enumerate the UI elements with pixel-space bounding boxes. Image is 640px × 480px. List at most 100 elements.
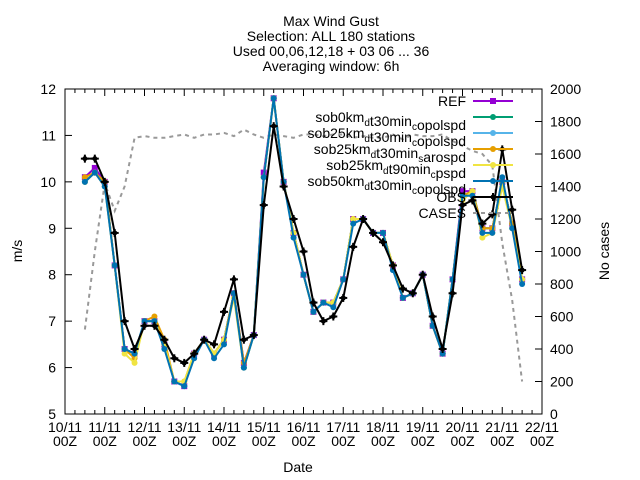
- y-tick-label: 11: [41, 127, 56, 143]
- data-point: [320, 299, 327, 306]
- data-point: [191, 355, 198, 362]
- legend-entry: sob25kmdt90mincpspd: [326, 157, 513, 181]
- legend-entry: sob50kmdt30min copolspd: [308, 173, 513, 197]
- x-tick-label: 13/11: [167, 419, 201, 435]
- x-tick-label: 00Z: [331, 433, 356, 449]
- data-point: [350, 220, 357, 227]
- y-tick-label: 5: [48, 406, 56, 422]
- legend-marker: [490, 114, 496, 120]
- data-point: [111, 262, 118, 269]
- legend-label-part: opolspd: [417, 117, 466, 133]
- legend-label-part: pspd: [436, 165, 466, 181]
- data-point: [418, 270, 427, 279]
- data-point: [221, 341, 227, 348]
- marker-dot: [291, 216, 297, 222]
- legend-label-part: c: [431, 170, 436, 181]
- y-tick-label: 8: [48, 267, 56, 283]
- data-point: [131, 350, 138, 357]
- x-tick-label: 22/11: [525, 419, 559, 435]
- x-tick-label: 00Z: [371, 433, 396, 449]
- data-point: [379, 238, 387, 247]
- data-point: [211, 355, 218, 362]
- title-line: Averaging window: 6h: [263, 58, 400, 74]
- marker-dot: [271, 123, 277, 129]
- marker-dot: [151, 323, 157, 329]
- data-point: [90, 154, 99, 163]
- data-point: [408, 289, 417, 298]
- data-point: [121, 346, 128, 352]
- y-tick-label: 12: [40, 81, 56, 97]
- marker-dot: [261, 202, 267, 208]
- data-point: [210, 340, 219, 349]
- legend-entry: sob0kmdt30mincopolspd: [315, 109, 513, 133]
- data-point: [259, 201, 268, 210]
- legend-label-part: opolspd: [417, 181, 466, 197]
- data-point: [508, 205, 517, 214]
- data-point: [171, 378, 178, 385]
- title-line: Used 00,06,12,18 + 03 06 ... 36: [233, 43, 430, 59]
- legend-label-part: t30min: [370, 113, 412, 129]
- y2-tick-label: 1800: [550, 114, 581, 130]
- marker-dot: [350, 244, 356, 250]
- legend-label: sob0kmdt30mincopolspd: [315, 109, 466, 133]
- legend-label-part: t30min: [370, 177, 412, 193]
- data-point: [478, 219, 487, 228]
- marker-dot: [390, 262, 396, 268]
- data-point: [110, 228, 119, 237]
- y2-tick-label: 0: [550, 406, 558, 422]
- marker-dot: [92, 156, 98, 162]
- data-point: [239, 335, 248, 344]
- legend-label-part: REF: [438, 93, 466, 109]
- legend-label-part: c: [412, 122, 417, 133]
- data-point: [131, 359, 138, 366]
- legend-label-part: sob50km: [308, 173, 365, 189]
- legend-marker: [490, 162, 496, 168]
- x-tick-label: 00Z: [252, 433, 277, 449]
- y2-tick-label: 1600: [550, 146, 581, 162]
- data-point: [519, 281, 526, 287]
- data-point: [121, 350, 128, 357]
- data-point: [488, 210, 497, 219]
- marker-dot: [251, 332, 257, 338]
- x-tick-label: 00Z: [53, 433, 78, 449]
- x-tick-label: 15/11: [247, 419, 281, 435]
- data-point: [190, 349, 199, 358]
- x-tick-label: 16/11: [287, 419, 321, 435]
- legend-label: sob50kmdt30min copolspd: [308, 173, 466, 197]
- y2-tick-label: 2000: [550, 81, 581, 97]
- marker-dot: [479, 221, 485, 227]
- x-tick-label: 00Z: [450, 433, 475, 449]
- legend-entry: sob25kmdt30mincopolspd: [308, 125, 513, 149]
- data-point: [458, 201, 467, 210]
- marker-dot: [519, 267, 525, 273]
- data-point: [240, 364, 247, 371]
- marker-dot: [330, 314, 336, 319]
- legend-label: CASES: [419, 205, 466, 221]
- data-point: [229, 275, 238, 284]
- x-tick-label: 00Z: [490, 433, 515, 449]
- data-point: [468, 196, 477, 205]
- legend-label-part: d: [364, 182, 370, 193]
- plot-frame: 5 6 7 8 9 10 11 12 0 200 400 600 800 1000 1200 1400 1600…: [40, 81, 581, 449]
- data-point: [91, 169, 98, 176]
- data-point: [81, 174, 88, 181]
- data-point: [309, 298, 318, 307]
- data-point: [130, 345, 139, 353]
- y2-tick-label: 1200: [550, 211, 581, 227]
- data-point: [340, 276, 347, 283]
- x-tick-label: 17/11: [326, 419, 360, 435]
- data-point: [290, 234, 297, 241]
- marker-dot: [360, 216, 366, 222]
- marker-dot: [201, 337, 207, 343]
- data-point: [509, 225, 516, 232]
- data-point: [160, 335, 169, 344]
- marker-dot: [211, 341, 217, 347]
- y-tick-label: 6: [48, 360, 56, 376]
- data-point: [300, 271, 307, 278]
- data-point: [388, 261, 397, 270]
- data-point: [359, 215, 368, 223]
- data-point: [279, 182, 288, 191]
- data-point: [448, 289, 457, 298]
- legend-entry: sob25kmdt30minsarospd: [314, 141, 513, 165]
- marker-dot: [460, 202, 465, 208]
